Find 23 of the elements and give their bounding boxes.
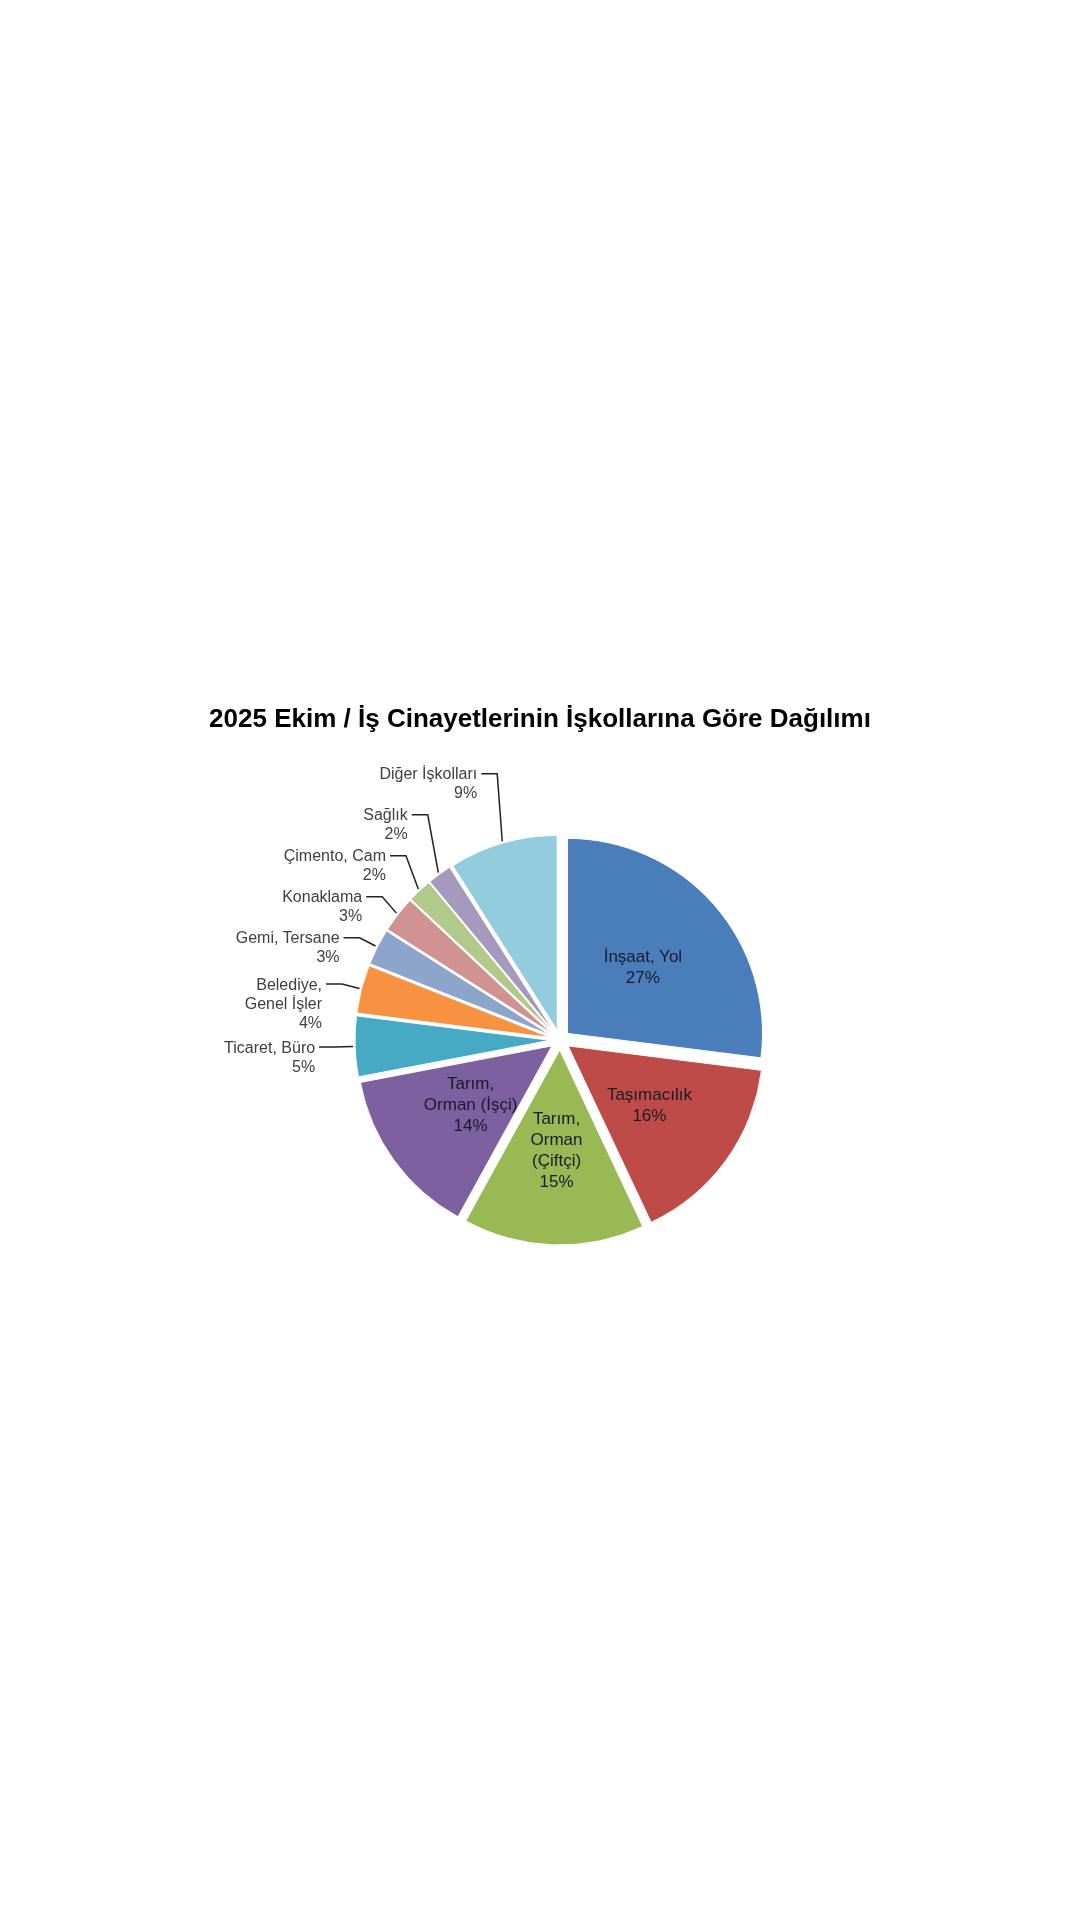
- slice-label: Çimento, Cam: [283, 847, 386, 865]
- slice-label: Belediye, Genel İşler: [244, 975, 323, 1012]
- data-label: 2%: [384, 825, 408, 843]
- data-label: 15%: [539, 1172, 574, 1192]
- data-label: 5%: [291, 1057, 316, 1075]
- data-label: 2%: [362, 866, 386, 884]
- data-label: 3%: [339, 907, 363, 925]
- data-label: 14%: [453, 1116, 488, 1136]
- data-label: 27%: [625, 967, 660, 987]
- slice-label: İnşaat, Yol: [603, 946, 683, 966]
- slice-label: Tarım, Orman (Çiftçi): [530, 1109, 583, 1171]
- slice-label: Tarım, Orman (İşçi): [423, 1074, 518, 1115]
- data-label: 16%: [632, 1105, 667, 1125]
- data-label: 3%: [316, 948, 340, 966]
- slice-label: Diğer İşkolları: [379, 764, 478, 783]
- slice-label: Sağlık: [363, 806, 409, 824]
- slice-label: Taşımacılık: [606, 1084, 693, 1104]
- data-label: 4%: [298, 1013, 323, 1031]
- slice-label: Gemi, Tersane: [235, 929, 340, 947]
- slice-label: Konaklama: [282, 888, 363, 906]
- data-label: 9%: [454, 784, 478, 802]
- chart-title: 2025 Ekim / İş Cinayetlerinin İşkollarına Göre Dağılımı: [209, 703, 871, 733]
- slice-label: Ticaret, Büro: [224, 1038, 316, 1056]
